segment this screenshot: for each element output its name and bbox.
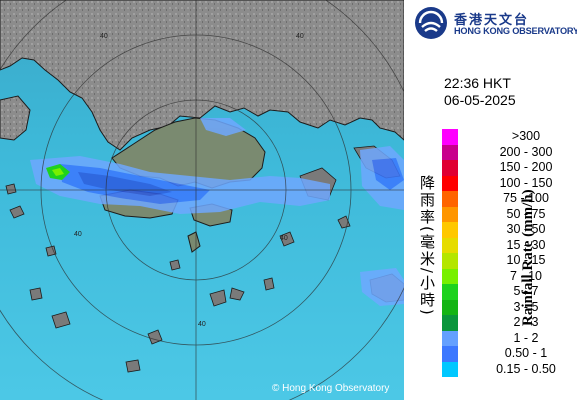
ring-label-west: 40 [74, 231, 82, 238]
green-rain-cell-core [52, 168, 64, 176]
hko-logo: 香港天文台 HONG KONG OBSERVATORY [414, 6, 577, 40]
ring-label-east: 40 [280, 235, 288, 242]
legend-label: 75 - 100 [503, 191, 549, 205]
legend-label: 3 - 5 [513, 299, 539, 314]
legend-label: 10 - 15 [506, 253, 546, 267]
legend-swatch [442, 346, 458, 362]
copyright-text: © Hong Kong Observatory [272, 383, 390, 394]
info-panel: 香港天文台 HONG KONG OBSERVATORY 22:36 HKT 06… [404, 0, 577, 400]
legend-label: 2 - 3 [513, 315, 539, 329]
legend-swatch [442, 253, 458, 269]
legend-labels: >300 200 - 300 150 - 200 100 - 150 75 - 100 5… [478, 129, 574, 377]
legend-swatches [442, 129, 458, 377]
legend-label: 30 - 50 [506, 222, 546, 236]
org-name-zh: 香港天文台 [454, 13, 530, 28]
ring-label-north: 40 [100, 33, 108, 40]
legend-swatch [442, 361, 458, 377]
legend-label: 0.15 - 0.50 [496, 361, 556, 376]
observation-date: 06-05-2025 [444, 92, 516, 108]
western-land [0, 95, 31, 141]
legend-label: 15 - 30 [506, 237, 546, 252]
legend-swatch [442, 144, 458, 160]
legend-label: >300 [511, 129, 541, 143]
radar-map: 40 40 40 40 40 © Hong Kong Observatory [0, 0, 404, 400]
legend-swatch [442, 315, 458, 331]
ring-labels: 40 40 40 40 40 [74, 33, 304, 328]
legend-swatch [442, 330, 458, 346]
legend-swatch [442, 222, 458, 238]
legend-label: 50 - 75 [506, 206, 546, 221]
lamma-island [187, 231, 201, 253]
legend-swatch [442, 206, 458, 222]
legend-label: 0.50 - 1 [504, 346, 548, 360]
hko-logo-icon [415, 7, 447, 39]
legend-label: 5 - 7 [513, 284, 539, 298]
legend-label: 7 - 10 [510, 268, 542, 283]
legend-swatch [442, 299, 458, 315]
legend-swatch [442, 284, 458, 300]
ring-label-south: 40 [198, 321, 206, 328]
legend-swatch [442, 191, 458, 207]
ring-label-ne: 40 [296, 33, 304, 40]
range-rings [0, 0, 404, 400]
legend-swatch [442, 129, 458, 145]
legend-swatch [442, 237, 458, 253]
legend-label: 100 - 150 [499, 175, 553, 190]
legend-label: 200 - 300 [499, 144, 553, 159]
radar-echo-band [30, 118, 404, 306]
observation-time: 22:36 HKT [444, 75, 511, 91]
legend-label: 150 - 200 [499, 160, 553, 174]
legend-swatch [442, 175, 458, 191]
org-name-en: HONG KONG OBSERVATORY [454, 26, 577, 36]
legend-title-zh: 降雨率(毫米/小時) [418, 175, 436, 317]
legend-label: 1 - 2 [513, 330, 539, 345]
legend-swatch [442, 268, 458, 284]
legend-title-en: Rainfall Rate (mm/h) [520, 189, 536, 326]
legend-swatch [442, 160, 458, 176]
